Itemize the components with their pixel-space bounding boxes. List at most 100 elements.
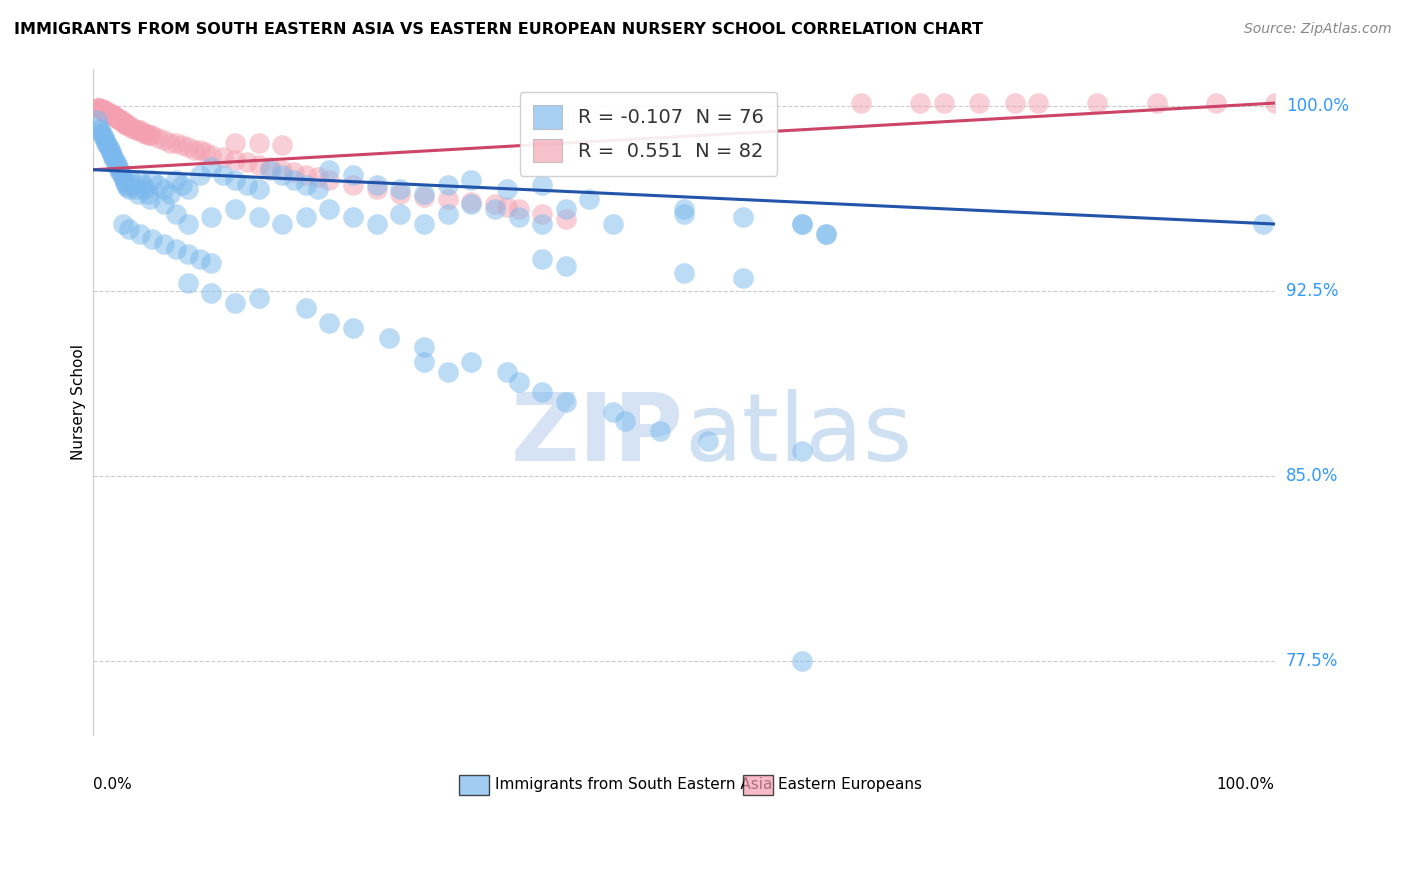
Point (247, 210, 270, 224)
Point (1205, 96, 1227, 111)
Point (136, 187, 159, 202)
Point (101, 148, 124, 162)
Point (436, 207, 458, 221)
Point (259, 162, 281, 177)
Point (200, 256, 222, 270)
Point (295, 168, 318, 182)
Point (194, 145, 217, 160)
Point (413, 217, 436, 231)
Point (114, 116, 136, 130)
Point (134, 126, 156, 140)
Point (413, 190, 436, 204)
Legend: R = -0.107  N = 76, R =  0.551  N = 82: R = -0.107 N = 76, R = 0.551 N = 82 (520, 92, 778, 176)
Point (436, 365, 458, 379)
Point (731, 271, 754, 285)
Point (159, 187, 181, 202)
Point (108, 113, 131, 128)
Point (460, 197, 482, 211)
Point (495, 200, 517, 214)
Point (111, 116, 134, 130)
Point (307, 170, 329, 185)
Point (554, 394, 576, 409)
Point (851, 96, 873, 111)
Point (90, 103, 112, 118)
Point (259, 160, 281, 174)
Point (200, 160, 222, 174)
Point (531, 384, 554, 399)
Point (389, 207, 412, 221)
Point (101, 108, 124, 122)
Point (578, 192, 600, 206)
Point (672, 266, 695, 280)
Point (136, 128, 159, 143)
Point (224, 153, 246, 167)
Point (141, 128, 163, 143)
Point (366, 182, 388, 196)
Point (129, 172, 152, 186)
Point (117, 180, 139, 194)
Point (236, 178, 259, 192)
Point (1251, 217, 1274, 231)
Point (188, 252, 211, 266)
Point (98, 143, 121, 157)
Point (413, 187, 436, 202)
Text: Source: ZipAtlas.com: Source: ZipAtlas.com (1244, 22, 1392, 37)
Point (318, 202, 340, 217)
Point (87, 120, 110, 135)
Point (108, 162, 131, 177)
Point (103, 108, 125, 122)
Point (89, 123, 111, 137)
Point (112, 116, 135, 130)
Point (91, 128, 114, 143)
Point (389, 182, 412, 196)
Point (165, 136, 187, 150)
Point (146, 130, 169, 145)
Point (97, 106, 120, 120)
Point (127, 187, 149, 202)
Point (110, 113, 132, 128)
Point (508, 210, 530, 224)
Point (672, 202, 695, 217)
Point (96, 138, 118, 153)
Point (87, 101, 110, 115)
Point (110, 165, 132, 179)
Point (93, 130, 115, 145)
Point (814, 227, 837, 241)
Point (104, 155, 127, 169)
Point (165, 207, 187, 221)
Point (141, 232, 163, 246)
Point (224, 136, 246, 150)
Point (554, 259, 576, 273)
Point (134, 182, 156, 196)
Point (165, 242, 187, 256)
Point (932, 96, 955, 111)
Point (117, 118, 139, 132)
Point (224, 202, 246, 217)
Point (318, 162, 340, 177)
Point (141, 172, 163, 186)
Point (170, 178, 193, 192)
Point (120, 172, 142, 186)
Text: atlas: atlas (683, 389, 912, 481)
Point (170, 138, 193, 153)
Point (117, 118, 139, 132)
Point (366, 217, 388, 231)
Point (212, 150, 235, 164)
Point (731, 210, 754, 224)
Point (100, 108, 122, 122)
Point (110, 113, 132, 128)
Point (96, 136, 118, 150)
Point (200, 286, 222, 301)
Point (342, 320, 364, 334)
Point (115, 118, 138, 132)
Point (236, 155, 259, 169)
Point (790, 654, 813, 668)
Point (366, 178, 388, 192)
Point (295, 178, 318, 192)
Point (554, 212, 576, 227)
Point (132, 126, 155, 140)
Text: 0.0%: 0.0% (93, 777, 132, 791)
Point (105, 158, 128, 172)
Point (413, 340, 436, 354)
Point (122, 178, 145, 192)
